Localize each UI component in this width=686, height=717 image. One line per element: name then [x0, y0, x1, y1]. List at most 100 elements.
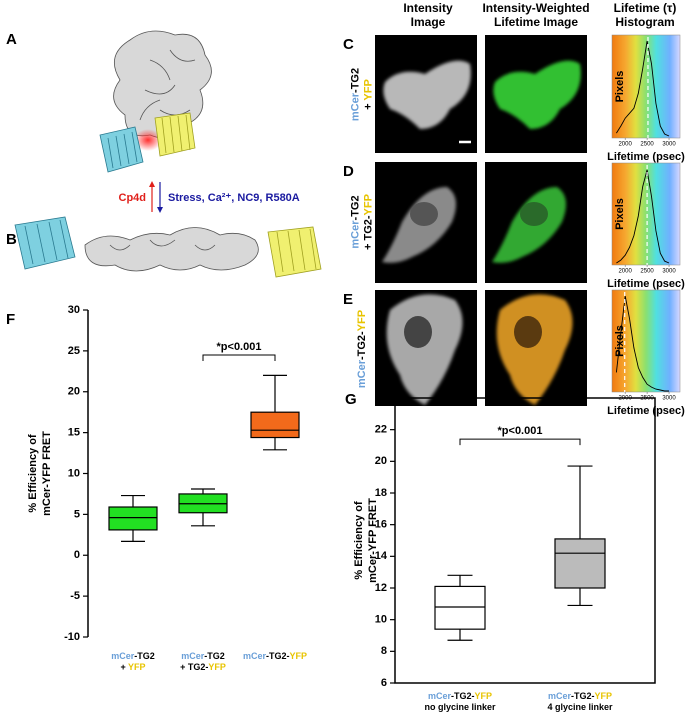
- histogram-curve: [616, 40, 670, 137]
- column-header: Intensity-Weighted: [482, 1, 589, 15]
- x-tick-label: 2500: [640, 142, 654, 148]
- panel-label: E: [343, 291, 353, 308]
- x-axis-label: Lifetime (psec): [607, 151, 685, 163]
- label-part: -TG2: [349, 68, 361, 93]
- y-tick-label: -10: [64, 631, 80, 643]
- label-part: -TG2-: [356, 331, 368, 360]
- y-tick-label: 24: [375, 392, 388, 404]
- y-tick-label: 8: [381, 645, 387, 657]
- histogram-background: [611, 162, 681, 266]
- label-part: mCer: [548, 691, 572, 701]
- box: [434, 585, 486, 630]
- y-axis-label: % Efficiency of mCer-YFP FRET: [27, 431, 53, 516]
- y-axis-label: Pixels: [614, 71, 626, 103]
- y-tick-label: 15: [68, 427, 80, 439]
- y-tick-label: -5: [70, 590, 80, 602]
- significance-label: *p<0.001: [217, 341, 262, 353]
- label-part: 4 glycine linker: [547, 702, 613, 712]
- y-axis-label: Pixels: [614, 325, 626, 357]
- x-tick-label: 3000: [662, 396, 676, 402]
- panel-label: C: [343, 36, 354, 53]
- x-axis-label: Lifetime (psec): [607, 405, 685, 417]
- y-tick-label: 5: [74, 508, 80, 520]
- label-part: mCer: [181, 651, 205, 661]
- x-axis-label: Lifetime (psec): [607, 278, 685, 290]
- label: mCer-TG2-YFP 4 glycine linker: [547, 691, 613, 712]
- label-part: mCer: [243, 651, 267, 661]
- label-part: YFP: [362, 79, 374, 100]
- panel-label: G: [345, 391, 357, 408]
- y-tick-label: 16: [375, 519, 387, 531]
- label-part: -TG2-: [451, 691, 475, 701]
- significance-bracket: [202, 354, 276, 361]
- label-part: mCer: [349, 92, 361, 121]
- box: [554, 538, 606, 589]
- label-part: mCer: [349, 220, 361, 249]
- x-tick-label: 3000: [662, 269, 676, 275]
- label-part: YFP: [356, 310, 368, 331]
- box: [250, 411, 300, 439]
- label-line: % Efficiency of: [27, 434, 39, 513]
- y-axis-label: % Efficiency of mCer-YFP FRET: [353, 498, 379, 583]
- y-tick-label: 0: [74, 549, 80, 561]
- label: mCer-TG2-YFP no glycine linker: [424, 691, 496, 712]
- label-part: YFP: [208, 662, 226, 672]
- box: [108, 506, 158, 531]
- panel-label: F: [6, 311, 15, 328]
- label: mCer-TG2 + YFP: [111, 651, 155, 672]
- plot-frame: [394, 397, 656, 684]
- label: mCer-TG2+ TG2-YFP: [180, 651, 226, 672]
- y-tick-label: 20: [68, 386, 80, 398]
- label-part: -TG2-: [266, 651, 290, 661]
- y-tick-label: 6: [381, 677, 387, 689]
- y-tick-label: 30: [68, 304, 80, 316]
- column-header: Histogram: [615, 15, 674, 29]
- significance-label: *p<0.001: [498, 425, 543, 437]
- label-part: mCer: [111, 651, 135, 661]
- forward-label: Cp4d: [119, 192, 147, 204]
- label-part: + TG2-: [362, 215, 374, 250]
- label-part: -TG2-: [571, 691, 595, 701]
- label-part: -TG2: [349, 195, 361, 220]
- panel-label: B: [6, 231, 17, 248]
- x-tick-label: 3000: [662, 142, 676, 148]
- panel-label: D: [343, 163, 354, 180]
- label-part: YFP: [128, 662, 146, 672]
- y-axis-label: Pixels: [614, 198, 626, 230]
- label-part: + TG2-: [180, 662, 208, 672]
- x-tick-label: 2500: [640, 269, 654, 275]
- y-tick-label: 12: [375, 582, 387, 594]
- reverse-label: Stress, Ca²⁺, NC9, R580A: [168, 192, 300, 204]
- x-tick-label: 2000: [618, 142, 632, 148]
- y-tick-label: 14: [375, 550, 388, 562]
- label-part: YFP: [362, 194, 374, 215]
- column-header: Lifetime Image: [494, 15, 578, 29]
- label-line: mCer-YFP FRET: [367, 498, 379, 583]
- label-part: mCer: [356, 359, 368, 388]
- panel-label: A: [6, 31, 17, 48]
- label-part: mCer: [428, 691, 452, 701]
- label-part: +: [120, 662, 128, 672]
- label: mCer-TG2-YFP: [356, 310, 368, 388]
- protein-structure-b: [14, 216, 322, 278]
- label-line: mCer-YFP FRET: [41, 431, 53, 516]
- label-part: no glycine linker: [424, 702, 496, 712]
- label: mCer-TG2+ TG2-YFP: [349, 194, 374, 250]
- histogram-curve: [616, 169, 670, 264]
- histogram-background: [611, 289, 681, 393]
- label-part: -TG2: [204, 651, 225, 661]
- y-tick-label: 22: [375, 424, 387, 436]
- x-tick-label: 2000: [618, 269, 632, 275]
- label-part: YFP: [475, 691, 493, 701]
- label-part: YFP: [290, 651, 308, 661]
- column-header: Intensity: [403, 1, 453, 15]
- column-header: Image: [411, 15, 446, 29]
- y-tick-label: 10: [68, 467, 80, 479]
- label: mCer-TG2+ YFP: [349, 68, 374, 121]
- label-part: -TG2: [134, 651, 155, 661]
- significance-bracket: [459, 438, 581, 446]
- transition-arrows: [149, 181, 163, 213]
- y-tick-label: 20: [375, 455, 387, 467]
- microscopy-images: [375, 35, 587, 406]
